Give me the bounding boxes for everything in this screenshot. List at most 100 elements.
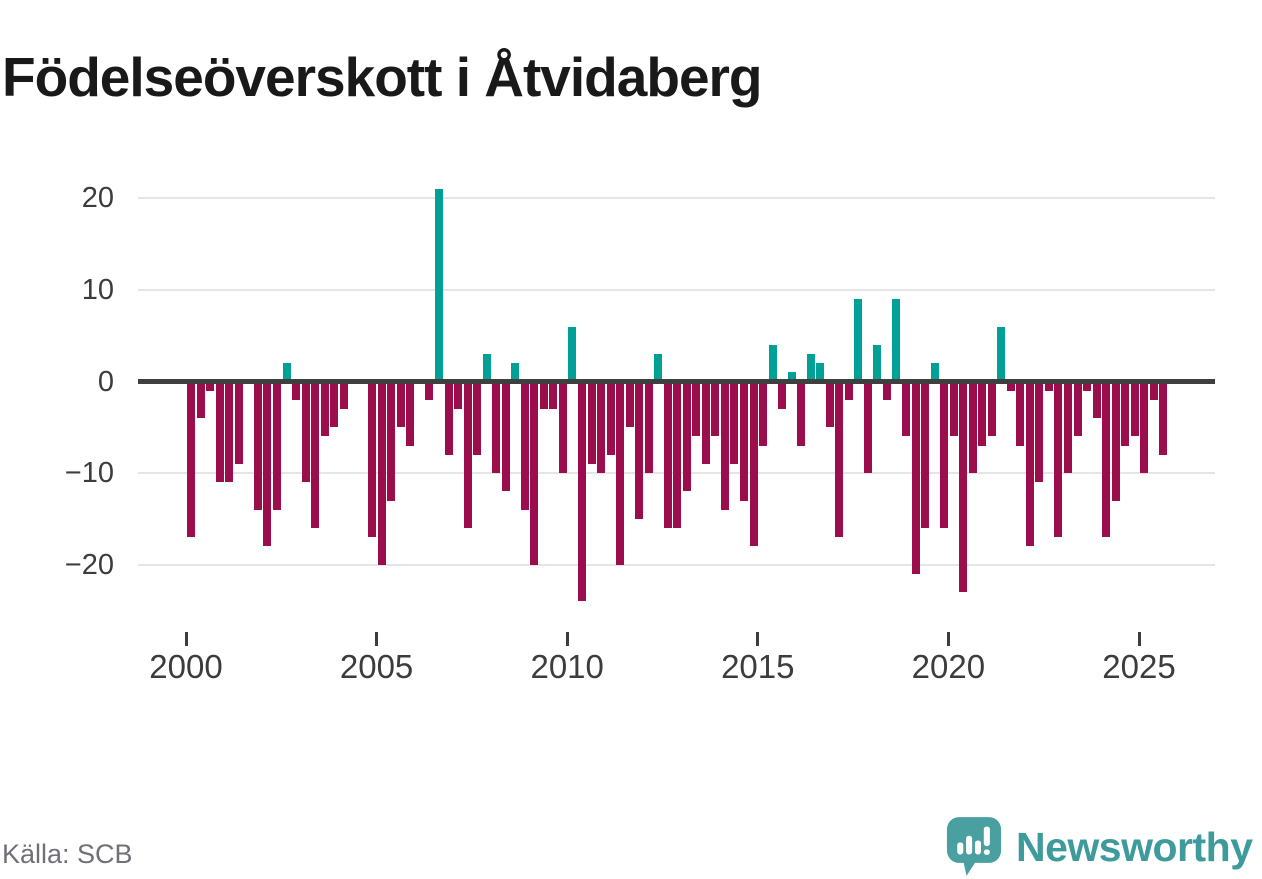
bar <box>816 363 825 382</box>
bar <box>711 381 720 437</box>
bar <box>730 381 739 464</box>
bar <box>930 363 939 382</box>
bar <box>311 381 320 528</box>
bar <box>892 299 901 382</box>
bar <box>1083 381 1091 391</box>
bar <box>873 344 882 382</box>
bar <box>787 372 796 382</box>
bar <box>768 344 777 382</box>
bar <box>1073 381 1082 437</box>
bar <box>530 381 539 565</box>
bar <box>301 381 310 483</box>
newsworthy-logo: Newsworthy <box>946 816 1253 878</box>
bar <box>635 381 644 519</box>
bar <box>1025 381 1034 547</box>
bar <box>825 381 834 428</box>
bar <box>463 381 472 528</box>
x-axis-tick <box>756 632 760 646</box>
bar <box>1044 381 1053 391</box>
bar <box>587 381 596 464</box>
bar <box>339 381 348 409</box>
bar <box>206 381 215 391</box>
bar <box>720 381 729 510</box>
bar <box>511 363 520 382</box>
bar <box>282 363 291 382</box>
bar <box>501 381 510 492</box>
bar <box>844 381 853 400</box>
x-axis-label: 2010 <box>530 648 604 685</box>
grid-line <box>138 563 1215 566</box>
bar <box>435 189 443 382</box>
bar <box>854 299 863 382</box>
x-axis-tick <box>565 632 569 646</box>
bar <box>1111 381 1120 501</box>
bar <box>778 381 787 409</box>
bar <box>606 381 615 455</box>
bar <box>940 381 949 528</box>
bar <box>377 381 386 565</box>
bar <box>273 381 281 510</box>
bar <box>1016 381 1025 446</box>
bar <box>959 381 968 593</box>
bar <box>292 381 300 400</box>
bar <box>234 381 243 464</box>
bar <box>196 381 205 419</box>
bar <box>577 381 586 602</box>
x-axis-label: 2015 <box>721 648 795 685</box>
bar <box>739 381 748 501</box>
bar <box>701 381 710 464</box>
bar <box>320 381 329 437</box>
grid-line <box>138 197 1215 200</box>
bar <box>968 381 977 473</box>
bar <box>568 326 577 382</box>
bar <box>911 381 920 574</box>
y-axis-label: −10 <box>64 457 114 490</box>
bar <box>482 354 491 382</box>
bar <box>692 381 701 437</box>
bar <box>663 381 672 528</box>
bar <box>492 381 501 473</box>
y-axis-label: 20 <box>81 182 114 215</box>
bar <box>1130 381 1139 437</box>
bar <box>406 381 415 446</box>
bar <box>1035 381 1044 483</box>
y-axis-label: −20 <box>64 548 114 581</box>
bar <box>1121 381 1130 446</box>
bar <box>215 381 224 483</box>
bar <box>987 381 996 437</box>
x-axis-tick <box>946 632 950 646</box>
bar <box>253 381 262 510</box>
bar <box>882 381 891 400</box>
bar <box>806 354 815 382</box>
bar <box>625 381 634 428</box>
bar <box>1102 381 1111 538</box>
bar <box>396 381 405 428</box>
bar <box>539 381 548 409</box>
bar <box>654 354 663 382</box>
bar <box>558 381 567 473</box>
bar <box>797 381 806 446</box>
newsworthy-speech-bubble-bars-icon <box>946 816 1002 878</box>
bar <box>978 381 987 446</box>
bar <box>444 381 453 455</box>
bar <box>1140 381 1149 473</box>
bar <box>673 381 682 528</box>
bar <box>520 381 529 510</box>
bar <box>454 381 462 409</box>
x-axis-tick <box>184 632 188 646</box>
y-axis-label: 10 <box>81 273 114 306</box>
bar <box>263 381 272 547</box>
bar <box>187 381 196 538</box>
bar <box>473 381 482 455</box>
bar <box>863 381 872 473</box>
y-axis-label: 0 <box>97 365 114 398</box>
newsworthy-wordmark: Newsworthy <box>1016 823 1253 870</box>
bar <box>387 381 396 501</box>
bar <box>1159 381 1168 455</box>
bar <box>949 381 958 437</box>
bar <box>1064 381 1072 473</box>
bar <box>921 381 929 528</box>
x-axis-label: 2000 <box>149 648 223 685</box>
